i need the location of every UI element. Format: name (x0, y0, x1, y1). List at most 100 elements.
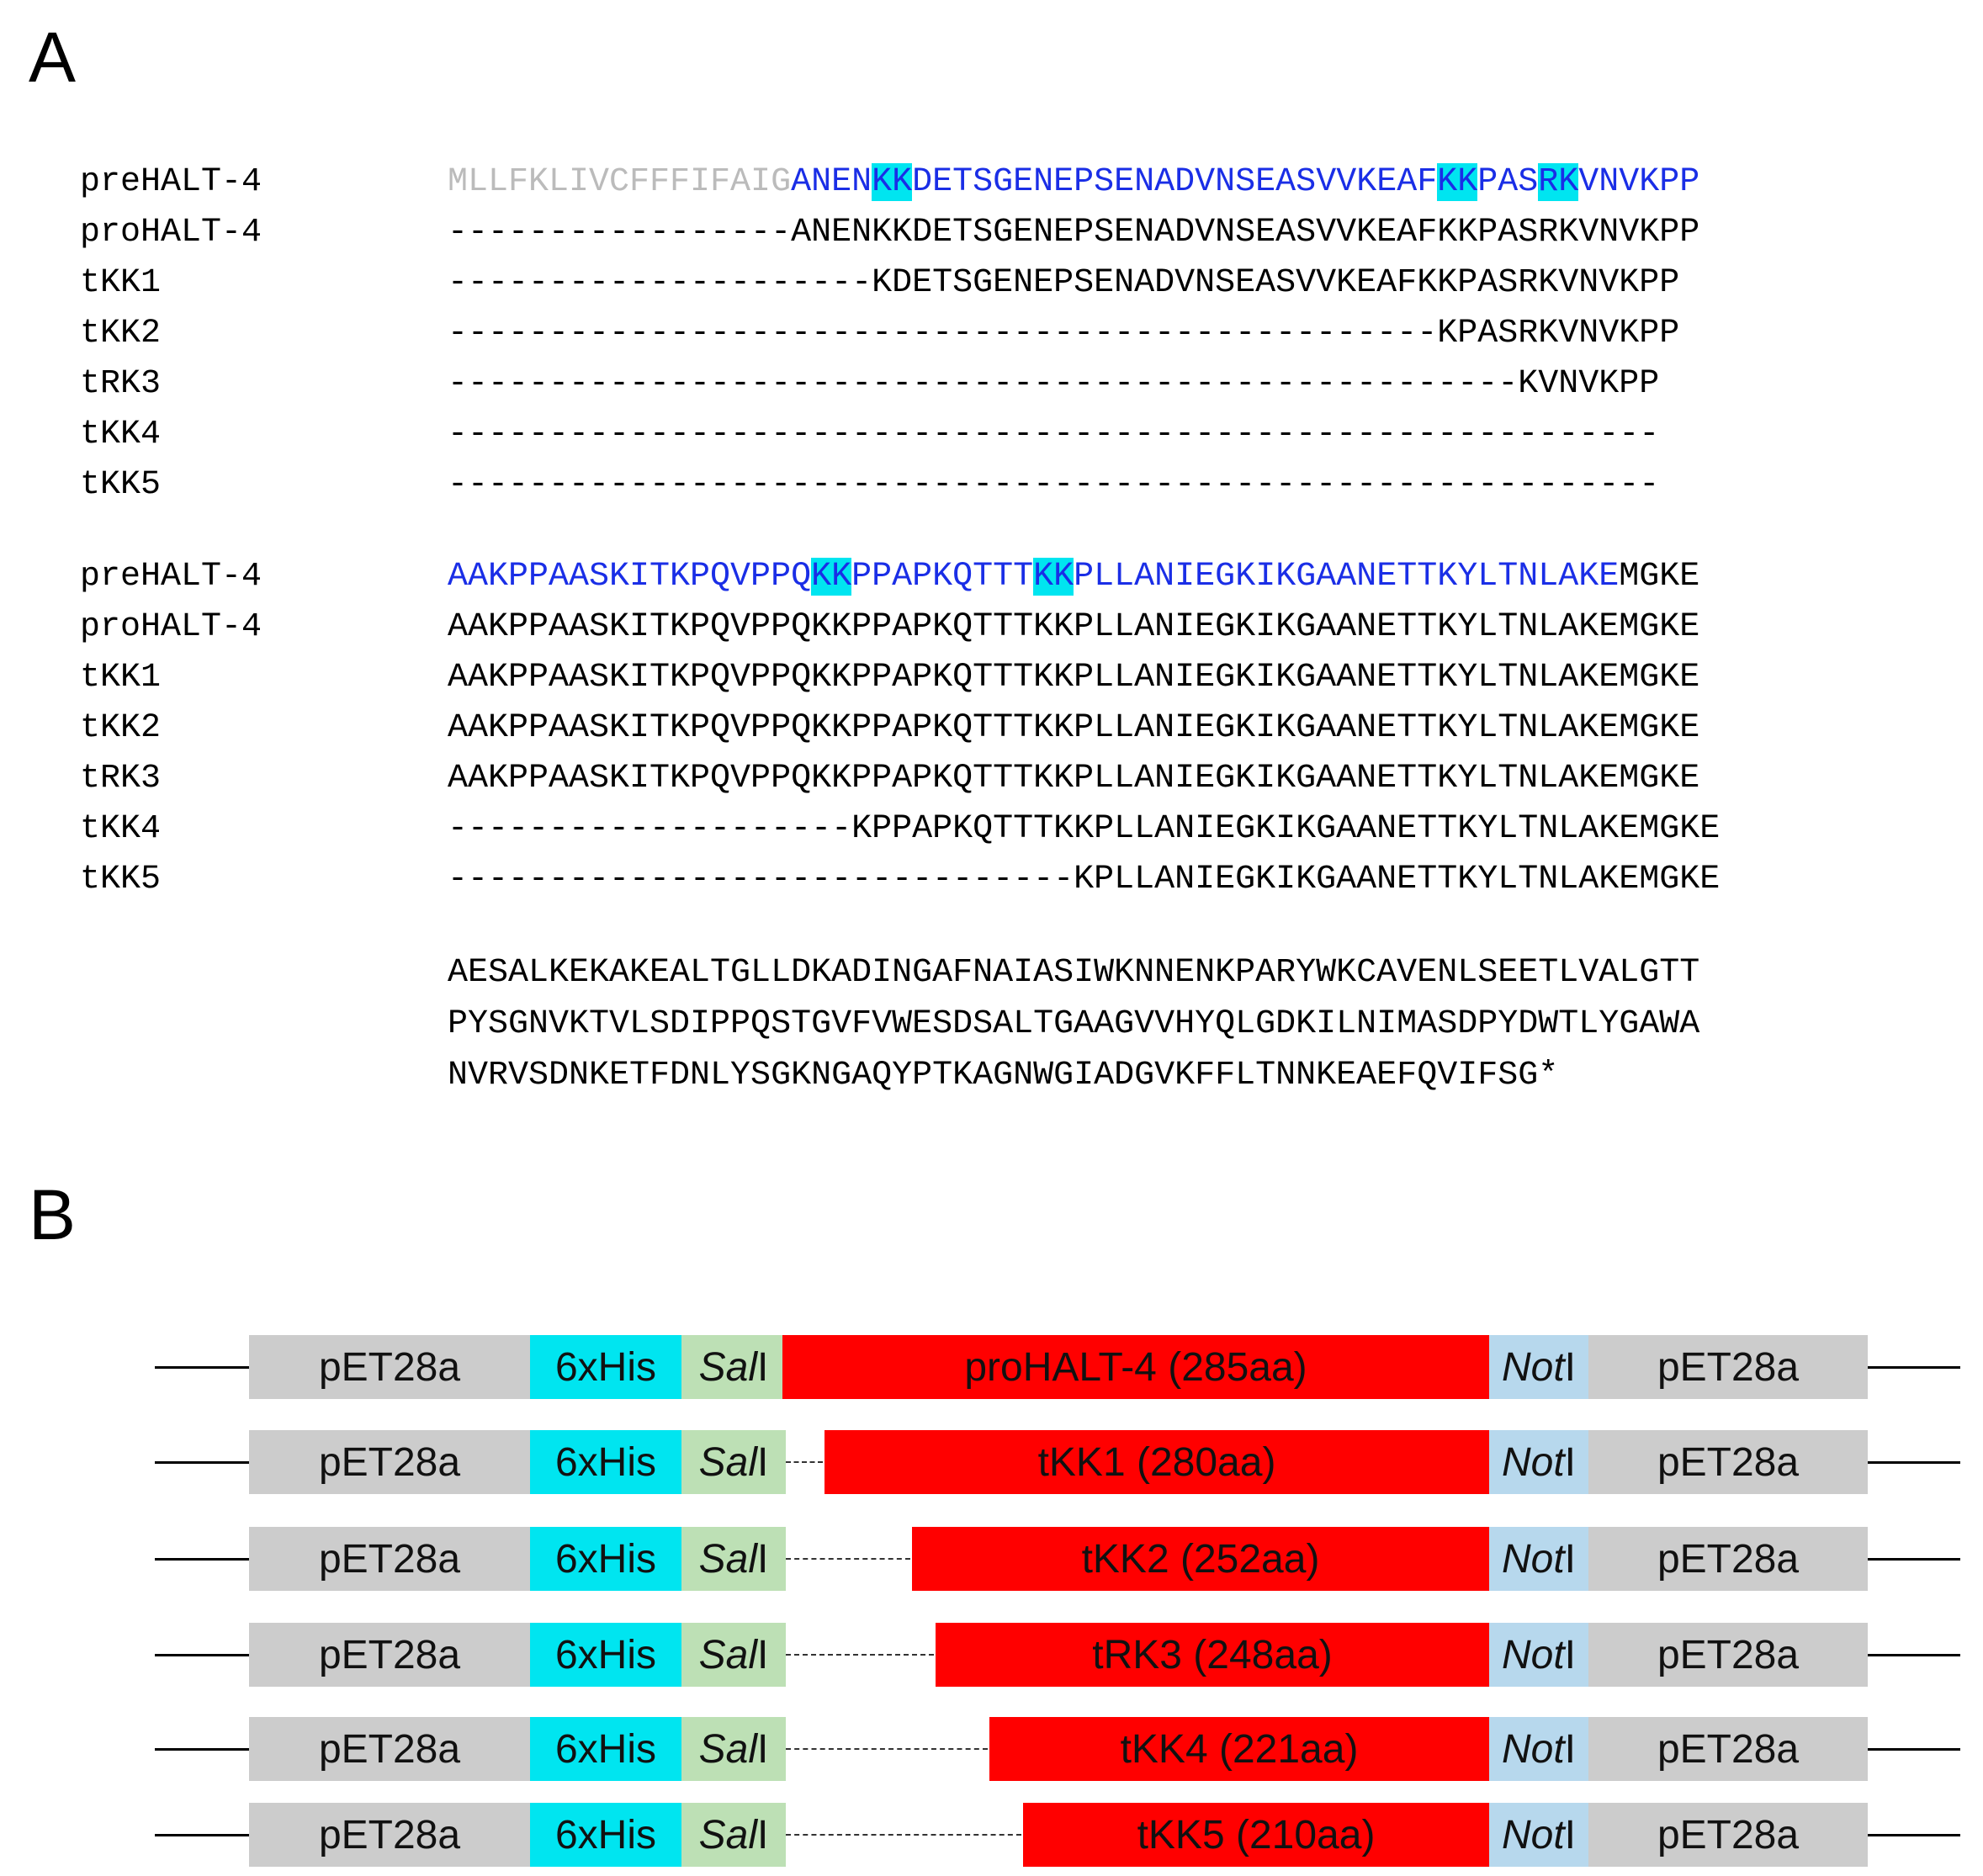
not-site-segment: Not I (1489, 1803, 1588, 1867)
not-label: Not (1501, 1812, 1565, 1857)
backbone-line-left (155, 1654, 249, 1656)
sequence-text: ----------------------------------------… (448, 359, 1659, 410)
sequence-text: MLLFKLIVCFFFIFAIGANENKKDETSGENEPSENADVNS… (448, 157, 1699, 208)
vector-segment-right: pET28a (1588, 1335, 1868, 1399)
insert-segment: tKK2 (252aa) (912, 1527, 1489, 1591)
sal-label: Sal (698, 1439, 758, 1485)
not-label-suffix: I (1564, 1726, 1577, 1772)
panel-b-label: B (29, 1175, 77, 1254)
sal-label: Sal (698, 1632, 758, 1677)
not-label: Not (1501, 1439, 1565, 1485)
not-site-segment: Not I (1489, 1527, 1588, 1591)
cleavage-site-highlight: KK (1033, 558, 1074, 596)
deletion-dashed-line (786, 1461, 823, 1463)
sequence-text: ----------------------------------------… (448, 460, 1659, 511)
sequence-tail-line-3: NVRVSDNKETFDNLYSGKNGAQYPTKAGNWGIADGVKFFL… (448, 1057, 1559, 1094)
sequence-name: tKK2 (80, 315, 162, 352)
his-tag-segment: 6xHis (530, 1527, 681, 1591)
backbone-line-right (1868, 1834, 1960, 1836)
sequence-segment: PPAPKQTTT (851, 558, 1034, 596)
panel-a-label: A (29, 18, 77, 97)
not-label-suffix: I (1564, 1812, 1577, 1857)
not-label-suffix: I (1564, 1344, 1577, 1390)
his-tag-segment: 6xHis (530, 1335, 681, 1399)
sal-site-segment: Sal I (681, 1717, 786, 1781)
sequence-segment: MLLFKLIVCFFFIFAIG (448, 163, 792, 201)
insert-segment: proHALT-4 (285aa) (782, 1335, 1489, 1399)
sequence-name: preHALT-4 (80, 558, 262, 596)
sal-label-suffix: I (757, 1344, 769, 1390)
sequence-segment: ---------------------KDETSGENEPSENADVNSE… (448, 264, 1680, 302)
sequence-name: tKK2 (80, 709, 162, 747)
sequence-name: preHALT-4 (80, 163, 262, 201)
sequence-segment: --------------------KPPAPKQTTTKKPLLANIEG… (448, 810, 1721, 848)
backbone-line-left (155, 1748, 249, 1751)
not-label: Not (1501, 1632, 1565, 1677)
backbone-line-left (155, 1366, 249, 1369)
sequence-segment: ANEN (791, 163, 872, 201)
sequence-name: tKK5 (80, 466, 162, 504)
sequence-segment: AAKPPAASKITKPQVPPQKKPPAPKQTTTKKPLLANIEGK… (448, 608, 1700, 646)
sequence-name: tKK4 (80, 810, 162, 848)
vector-segment-left: pET28a (249, 1803, 530, 1867)
not-label: Not (1501, 1726, 1565, 1772)
cleavage-site-highlight: KK (872, 163, 913, 201)
his-tag-segment: 6xHis (530, 1717, 681, 1781)
sequence-segment: VNVKPP (1578, 163, 1700, 201)
vector-segment-right: pET28a (1588, 1430, 1868, 1494)
sal-label: Sal (698, 1536, 758, 1582)
cleavage-site-highlight: KK (811, 558, 852, 596)
sequence-segment: PLLANIEGKIKGAANETTKYLTNLAKE (1074, 558, 1620, 596)
not-label-suffix: I (1564, 1536, 1577, 1582)
sal-site-segment: Sal I (681, 1527, 786, 1591)
sequence-text: AAKPPAASKITKPQVPPQKKPPAPKQTTTKKPLLANIEGK… (448, 754, 1699, 804)
deletion-dashed-line (786, 1834, 1021, 1836)
insert-segment: tKK5 (210aa) (1023, 1803, 1489, 1867)
sequence-text: AAKPPAASKITKPQVPPQKKPPAPKQTTTKKPLLANIEGK… (448, 552, 1699, 602)
backbone-line-left (155, 1461, 249, 1464)
sequence-segment: MGKE (1619, 558, 1700, 596)
backbone-line-right (1868, 1558, 1960, 1561)
sal-label-suffix: I (757, 1812, 769, 1857)
sequence-name: tRK3 (80, 760, 162, 798)
sal-label-suffix: I (757, 1439, 769, 1485)
backbone-line-left (155, 1558, 249, 1561)
sal-label-suffix: I (757, 1726, 769, 1772)
backbone-line-left (155, 1834, 249, 1836)
sequence-name: proHALT-4 (80, 214, 262, 252)
his-tag-segment: 6xHis (530, 1803, 681, 1867)
not-site-segment: Not I (1489, 1717, 1588, 1781)
sequence-segment: ----------------------------------------… (448, 466, 1660, 504)
sequence-segment: -------------------------------KPLLANIEG… (448, 861, 1721, 898)
sequence-tail-line-2: PYSGNVKTVLSDIPPQSTGVFVWESDSALTGAAGVVHYQL… (448, 1005, 1700, 1043)
vector-segment-left: pET28a (249, 1717, 530, 1781)
sequence-name: tKK5 (80, 861, 162, 898)
sequence-name: tKK4 (80, 416, 162, 453)
sequence-text: ---------------------KDETSGENEPSENADVNSE… (448, 258, 1679, 309)
backbone-line-right (1868, 1461, 1960, 1464)
sequence-segment: -----------------ANENKKDETSGENEPSENADVNS… (448, 214, 1700, 252)
his-tag-segment: 6xHis (530, 1623, 681, 1687)
sequence-text: ----------------------------------------… (448, 309, 1679, 359)
sequence-segment: DETSGENEPSENADVNSEASVVKEAF (912, 163, 1438, 201)
vector-segment-right: pET28a (1588, 1717, 1868, 1781)
insert-segment: tRK3 (248aa) (936, 1623, 1489, 1687)
his-tag-segment: 6xHis (530, 1430, 681, 1494)
sequence-text: AAKPPAASKITKPQVPPQKKPPAPKQTTTKKPLLANIEGK… (448, 703, 1699, 754)
sequence-segment: AAKPPAASKITKPQVPPQKKPPAPKQTTTKKPLLANIEGK… (448, 709, 1700, 747)
sequence-name: tKK1 (80, 659, 162, 697)
sal-label: Sal (698, 1344, 758, 1390)
deletion-dashed-line (786, 1748, 988, 1750)
backbone-line-right (1868, 1748, 1960, 1751)
sequence-segment: ----------------------------------------… (448, 416, 1660, 453)
vector-segment-left: pET28a (249, 1527, 530, 1591)
sequence-text: AAKPPAASKITKPQVPPQKKPPAPKQTTTKKPLLANIEGK… (448, 653, 1699, 703)
sequence-segment: AAKPPAASKITKPQVPPQKKPPAPKQTTTKKPLLANIEGK… (448, 659, 1700, 697)
sal-label-suffix: I (757, 1536, 769, 1582)
